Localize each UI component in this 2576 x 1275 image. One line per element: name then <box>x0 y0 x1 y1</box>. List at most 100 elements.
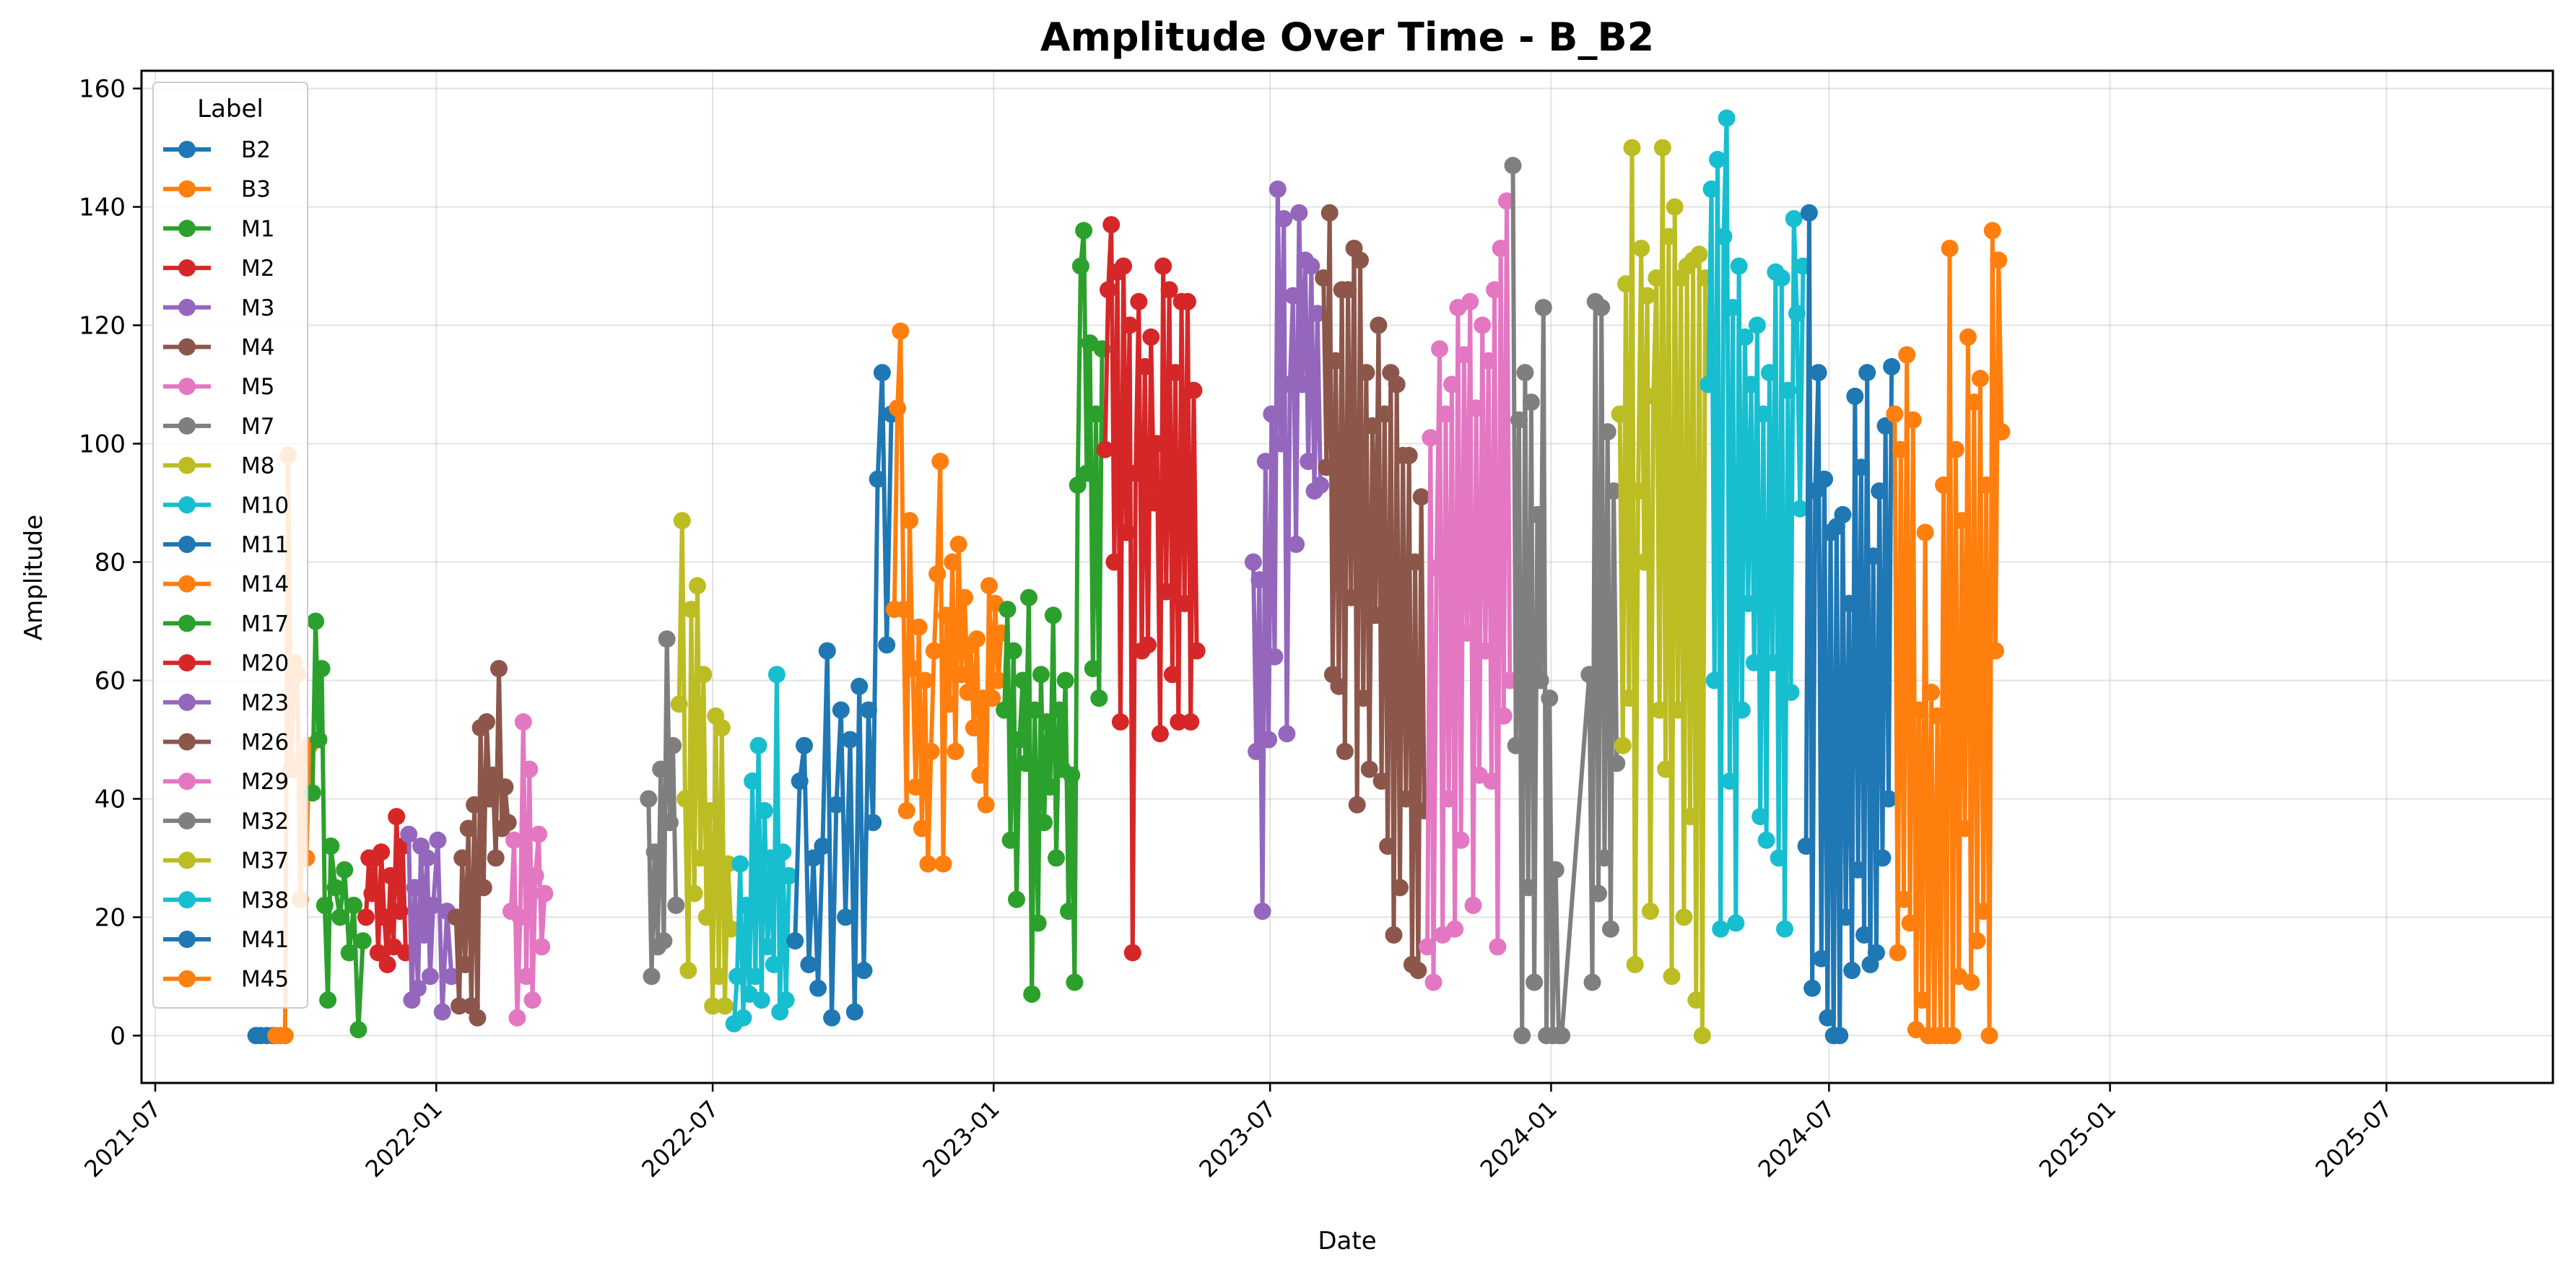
data-point <box>759 938 777 956</box>
legend-marker <box>178 378 196 396</box>
legend-label: M17 <box>241 611 289 637</box>
data-point <box>752 991 770 1009</box>
legend-marker <box>178 141 196 158</box>
data-point <box>1690 245 1708 264</box>
data-point <box>1629 482 1647 500</box>
series-m7 <box>640 630 685 985</box>
data-point <box>415 926 433 944</box>
data-point <box>1904 411 1922 429</box>
data-point <box>1063 766 1081 784</box>
data-point <box>310 731 328 749</box>
data-point <box>459 819 477 837</box>
data-point <box>1269 180 1287 198</box>
data-point <box>1800 204 1818 222</box>
data-point <box>1253 902 1271 921</box>
series-m10 <box>725 666 798 1032</box>
legend-marker <box>178 851 196 869</box>
data-point <box>1182 713 1200 731</box>
data-point <box>1760 364 1778 382</box>
data-point <box>1913 991 1931 1009</box>
data-point <box>1635 553 1653 571</box>
data-point <box>1330 677 1348 695</box>
data-point <box>316 897 334 914</box>
data-point <box>536 884 554 902</box>
data-point <box>429 831 447 849</box>
data-point <box>1849 861 1867 879</box>
data-point <box>977 796 995 814</box>
data-point <box>827 796 845 814</box>
data-point <box>655 932 673 950</box>
data-point <box>1308 305 1326 323</box>
data-point <box>1617 275 1635 293</box>
data-point <box>928 565 947 583</box>
data-point <box>845 1003 863 1021</box>
data-point <box>692 849 710 867</box>
data-point <box>931 453 949 471</box>
data-point <box>1944 1027 1962 1045</box>
data-point <box>965 719 983 737</box>
data-point <box>1748 316 1766 334</box>
data-point <box>1687 991 1705 1009</box>
data-point <box>664 736 682 754</box>
data-point <box>937 606 955 625</box>
data-point <box>1342 588 1360 606</box>
data-point <box>1075 222 1093 240</box>
data-point <box>1983 222 2001 240</box>
data-point <box>1752 808 1770 826</box>
data-point <box>1923 683 1941 701</box>
data-point <box>1312 476 1329 494</box>
data-point <box>1348 796 1366 814</box>
series-line <box>1425 199 1513 985</box>
y-tick-label: 100 <box>79 430 126 459</box>
data-point <box>1742 375 1760 393</box>
data-point <box>1534 299 1552 316</box>
data-point <box>850 677 869 695</box>
data-point <box>934 855 952 873</box>
series-line <box>676 518 734 1009</box>
data-point <box>1889 944 1907 962</box>
data-point <box>765 956 783 973</box>
data-point <box>873 364 891 382</box>
data-point <box>1864 547 1882 565</box>
data-point <box>499 814 517 832</box>
legend-label: M20 <box>241 650 289 676</box>
data-point <box>1705 671 1723 689</box>
data-point <box>1681 808 1699 826</box>
data-point <box>670 695 688 713</box>
legend-marker <box>178 773 196 791</box>
data-point <box>895 601 913 619</box>
data-point <box>1370 316 1388 334</box>
data-point <box>1136 357 1154 375</box>
data-point <box>1874 849 1892 867</box>
series-lines <box>247 109 2011 1045</box>
data-point <box>1424 973 1443 991</box>
data-point <box>952 666 970 684</box>
data-point <box>889 399 907 417</box>
legend-label: B2 <box>241 137 271 163</box>
data-point <box>704 997 722 1015</box>
data-point <box>1440 790 1458 808</box>
plot-frame <box>140 69 2554 1084</box>
data-point <box>363 884 381 902</box>
legend-marker <box>178 496 196 514</box>
data-point <box>369 944 387 962</box>
data-point <box>336 861 354 879</box>
data-point <box>1733 701 1751 719</box>
data-point <box>1397 790 1415 808</box>
data-point <box>1895 890 1913 908</box>
data-point <box>526 867 544 884</box>
y-tick-label: 60 <box>95 666 126 695</box>
legend-label: M4 <box>241 335 274 361</box>
data-point <box>855 962 873 980</box>
legend-marker <box>178 259 196 277</box>
data-point <box>391 902 409 921</box>
data-point <box>1244 553 1262 571</box>
data-point <box>1980 1027 1998 1045</box>
data-point <box>511 908 529 926</box>
data-point <box>1056 671 1074 689</box>
data-point <box>1598 423 1616 441</box>
data-point <box>1014 671 1032 689</box>
data-point <box>469 1009 487 1027</box>
data-point <box>1700 375 1718 393</box>
legend-marker <box>178 575 196 593</box>
